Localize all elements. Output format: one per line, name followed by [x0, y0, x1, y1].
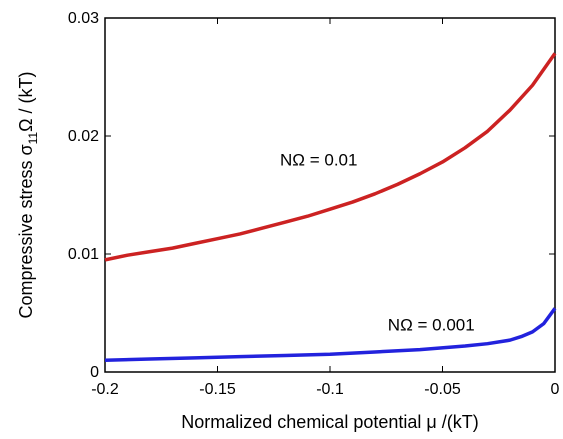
- y-tick-label: 0.02: [68, 128, 99, 145]
- plot-frame: [104, 17, 556, 373]
- annotation-1: NΩ = 0.01: [280, 151, 357, 170]
- y-tick-label: 0: [90, 364, 99, 381]
- x-tick-labels: -0.2 -0.15 -0.1 -0.05 0: [91, 381, 559, 398]
- y-tick-label: 0.01: [68, 246, 99, 263]
- x-tick-label: -0.2: [91, 381, 119, 398]
- x-tick-label: 0: [551, 381, 560, 398]
- y-axis-label-subscript: 11: [26, 132, 40, 145]
- y-axis-label-tail: Ω / (kT): [16, 71, 36, 131]
- series-line-2: [104, 307, 557, 362]
- series-line-1: [104, 52, 557, 262]
- y-tick-labels: 0 0.01 0.02 0.03: [68, 10, 99, 381]
- tick-marks: [104, 17, 556, 373]
- x-tick-label: -0.15: [199, 381, 236, 398]
- curve-annotations: NΩ = 0.01 NΩ = 0.001: [280, 151, 475, 335]
- x-tick-label: -0.1: [316, 381, 344, 398]
- series-lines: [104, 52, 557, 362]
- x-axis-label: Normalized chemical potential μ /(kT): [181, 412, 478, 432]
- y-tick-label: 0.03: [68, 10, 99, 27]
- y-axis-label-main: Compressive stress σ: [16, 144, 36, 318]
- y-axis-label: Compressive stress σ11Ω / (kT): [16, 71, 40, 318]
- x-tick-label: -0.05: [424, 381, 461, 398]
- annotation-2: NΩ = 0.001: [388, 316, 475, 335]
